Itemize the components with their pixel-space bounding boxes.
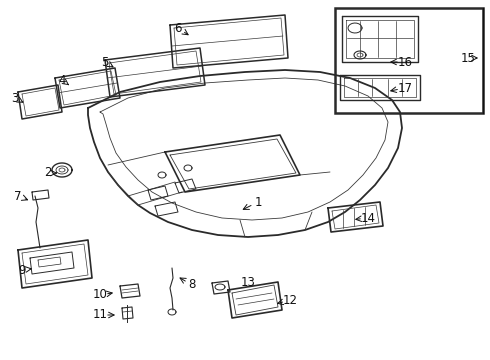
Text: 15: 15 (461, 51, 475, 64)
Text: 6: 6 (174, 22, 182, 35)
Text: 10: 10 (93, 288, 107, 302)
Text: 17: 17 (397, 81, 413, 94)
Text: 16: 16 (397, 55, 413, 68)
Text: 14: 14 (361, 211, 375, 225)
Text: 7: 7 (14, 189, 22, 202)
Text: 1: 1 (254, 195, 262, 208)
Text: 9: 9 (18, 264, 26, 276)
Bar (335, 8, 483, 113)
Text: 8: 8 (188, 279, 196, 292)
Text: 2: 2 (44, 166, 52, 180)
Text: 4: 4 (58, 73, 66, 86)
Text: 11: 11 (93, 309, 107, 321)
Text: 12: 12 (283, 293, 297, 306)
Text: 3: 3 (11, 91, 19, 104)
Text: 5: 5 (101, 55, 109, 68)
Text: 13: 13 (241, 276, 255, 289)
